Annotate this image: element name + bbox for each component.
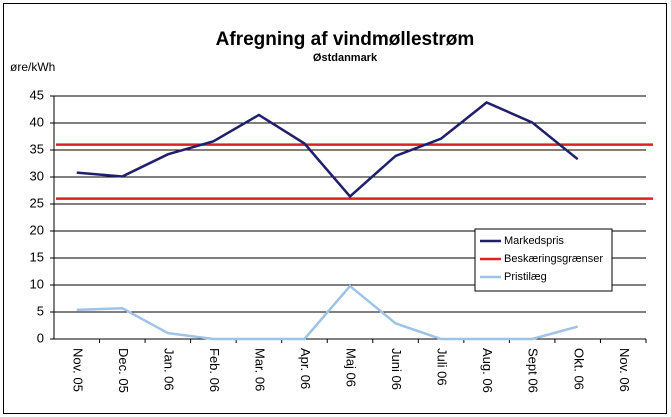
y-tick-label: 10 — [30, 276, 44, 291]
chart-subtitle: Østdanmark — [313, 52, 378, 64]
x-tick-label: Okt. 06 — [571, 348, 586, 390]
x-tick-label: Maj 06 — [344, 348, 359, 387]
y-tick-label: 5 — [37, 303, 44, 318]
y-tick-label: 25 — [30, 195, 44, 210]
x-tick-label: Juli 06 — [435, 348, 450, 386]
x-tick-label: Aug. 06 — [480, 348, 495, 393]
x-tick-label: Juni 06 — [389, 348, 404, 390]
x-tick-label: Apr. 06 — [298, 348, 313, 389]
x-tick-label: Feb. 06 — [207, 348, 222, 392]
x-tick-label: Nov. 06 — [617, 348, 632, 392]
x-tick-label: Mar. 06 — [252, 348, 267, 391]
series-line — [76, 284, 579, 341]
y-axis-label: øre/kWh — [10, 60, 55, 74]
legend-label: Pristilæg — [504, 271, 547, 283]
x-tick-label: Nov. 05 — [70, 348, 85, 392]
y-tick-label: 45 — [30, 87, 44, 102]
x-tick-label: Sept 06 — [526, 348, 541, 393]
y-tick-label: 40 — [30, 114, 44, 129]
y-tick-label: 35 — [30, 141, 44, 156]
series-line — [76, 101, 579, 199]
y-tick-label: 0 — [37, 330, 44, 345]
y-tick-label: 15 — [30, 249, 44, 264]
x-tick-label: Dec. 05 — [116, 348, 131, 393]
y-tick-label: 30 — [30, 168, 44, 183]
chart-title: Afregning af vindmøllestrøm — [216, 29, 475, 50]
legend-label: Beskæringsgrænser — [504, 253, 603, 265]
y-tick-label: 20 — [30, 222, 44, 237]
legend-label: Markedspris — [504, 235, 564, 247]
chart-border — [3, 3, 667, 414]
x-tick-label: Jan. 06 — [161, 348, 176, 391]
